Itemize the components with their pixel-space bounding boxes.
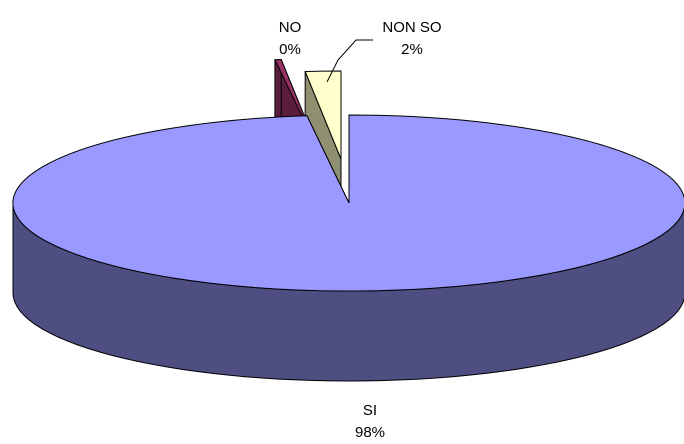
label-non-so-value: 2%: [401, 41, 423, 58]
label-no-value: 0%: [279, 41, 301, 58]
leader-line-non-so: [326, 39, 373, 83]
label-no: NO 0%: [262, 17, 318, 61]
label-non-so: NON SO 2%: [364, 17, 460, 61]
slice-si-top: [12, 114, 684, 292]
label-non-so-name: NON SO: [382, 19, 442, 36]
label-si-name: SI: [362, 402, 378, 419]
label-no-name: NO: [278, 19, 302, 36]
label-si-value: 98%: [354, 424, 386, 441]
slice-non-so-top: [304, 70, 342, 160]
label-si: SI 98%: [340, 400, 400, 444]
